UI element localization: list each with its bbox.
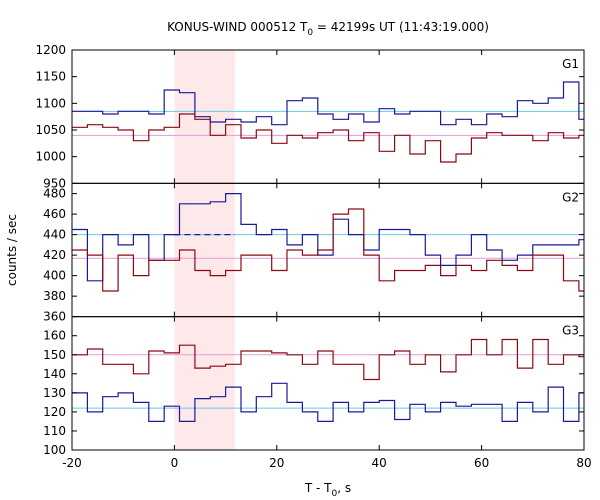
y-tick-label: 130 [43,386,66,400]
y-tick-label: 380 [43,289,66,303]
chart-title-rest: = 42199s UT (11:43:19.000) [313,20,489,34]
x-tick-label: 80 [576,456,591,470]
panel-label: G1 [562,57,579,71]
x-tick-label: 40 [372,456,387,470]
y-tick-label: 1100 [35,96,66,110]
y-tick-label: 110 [43,424,66,438]
chart-title-subscript: 0 [307,28,313,38]
y-tick-label: 400 [43,269,66,283]
series-step-line-background [72,208,584,292]
y-tick-label: 1200 [35,43,66,57]
panel-g2: 360 380 400 420 440 460 480 G2 [43,182,585,324]
x-axis-label: T - T0, s [304,481,351,499]
x-axis-label-subscript: 0 [332,489,338,499]
y-tick-label: 160 [43,329,66,343]
plot-area: 95010001050110011501200G1360380400420440… [35,43,591,470]
y-tick-label: 420 [43,248,66,262]
y-tick-label: 120 [43,405,66,419]
y-tick-label: 1000 [35,150,66,164]
x-axis-label-rest: , s [337,481,351,495]
x-tick-label: -20 [62,456,82,470]
chart-title: KONUS-WIND 000512 T0 = 42199s UT (11:43:… [167,20,489,38]
y-tick-label: 460 [43,207,66,221]
series-step-line-source [72,382,584,422]
y-tick-label: 360 [43,310,66,324]
panel-g3: 100 110 120 130 140 150 160 G3 [43,316,585,457]
x-tick-label: 0 [171,456,179,470]
y-tick-label: 1150 [35,70,66,84]
panel-g1: 950 1000 1050 1100 1150 1200 G1 [35,43,585,190]
x-tick-label: 60 [474,456,489,470]
series-step-line-background [72,338,584,381]
series-step-line-source [72,81,584,126]
panel-label: G2 [562,190,579,204]
y-tick-label: 100 [43,443,66,457]
y-tick-label: 950 [43,176,66,190]
panel-label: G3 [562,324,579,338]
series-step-line-background [72,113,584,163]
y-axis-label: counts / sec [5,214,19,286]
y-tick-label: 150 [43,348,66,362]
panel-frame [71,316,585,451]
x-tick-label: 20 [269,456,284,470]
y-tick-label: 440 [43,228,66,242]
y-tick-label: 1050 [35,123,66,137]
y-tick-label: 140 [43,367,66,381]
y-tick-label: 480 [43,187,66,201]
